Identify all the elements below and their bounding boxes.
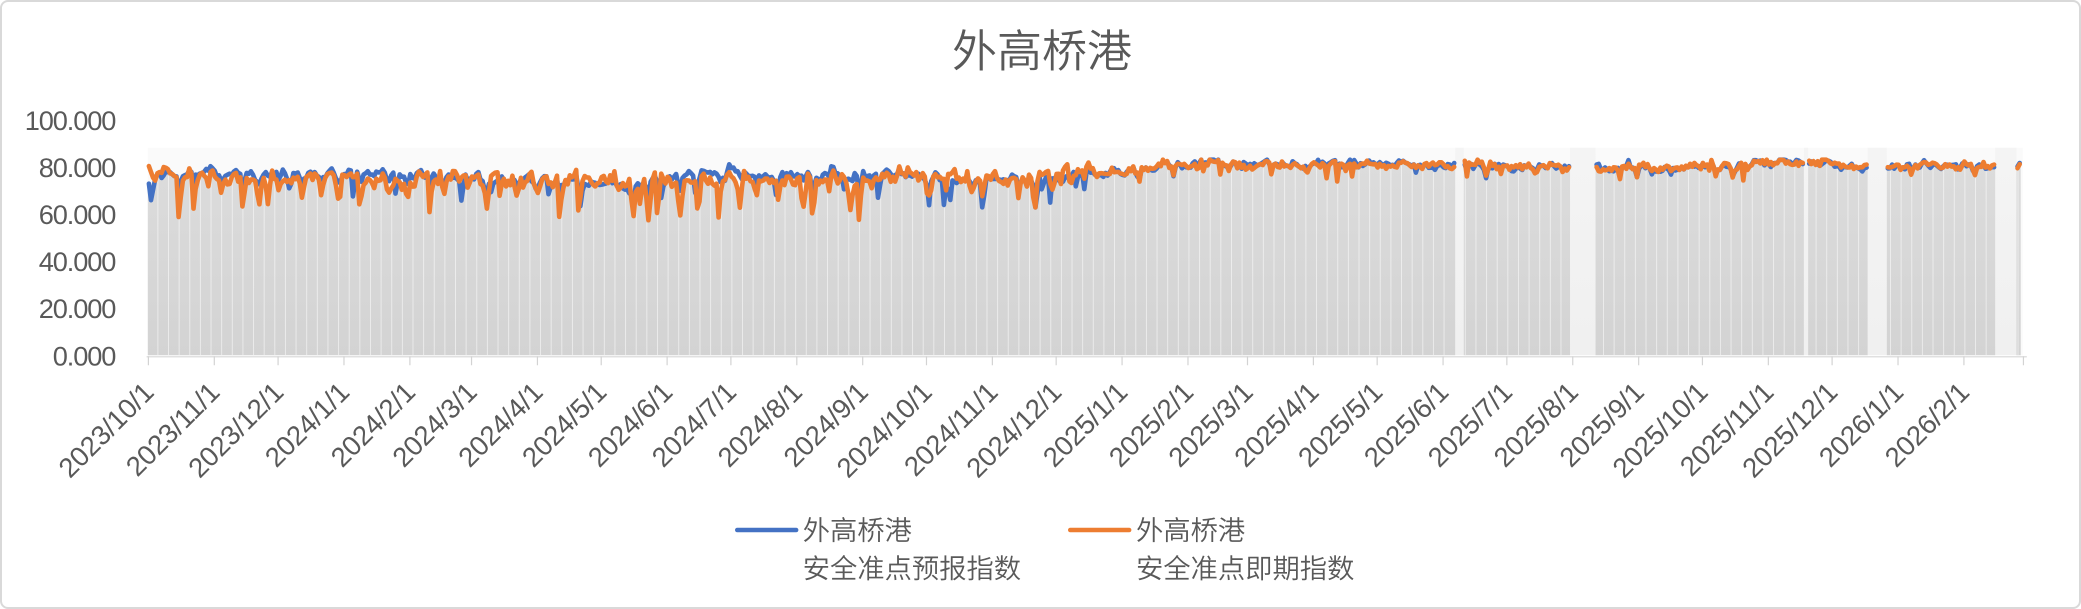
svg-text:40.000: 40.000 <box>39 246 117 277</box>
svg-text:80.000: 80.000 <box>39 152 117 183</box>
svg-text:20.000: 20.000 <box>39 293 117 324</box>
svg-text:100.000: 100.000 <box>25 105 117 136</box>
svg-text:0.000: 0.000 <box>53 340 117 371</box>
svg-text:60.000: 60.000 <box>39 199 117 230</box>
